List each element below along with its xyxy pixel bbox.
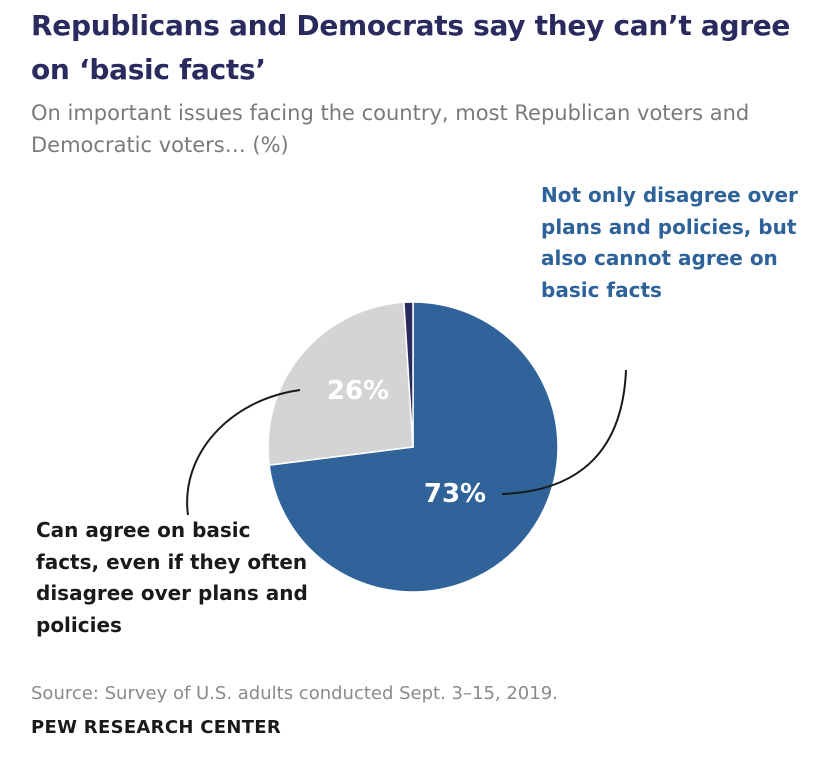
slice-value-label-73: 73% — [424, 479, 486, 509]
slice-label-can-agree: Can agree on basic facts, even if they o… — [36, 515, 316, 641]
slice-value-label-26: 26% — [327, 376, 389, 406]
slice-label-cannot-agree: Not only disagree over plans and policie… — [541, 180, 801, 306]
organization-name: PEW RESEARCH CENTER — [31, 714, 281, 742]
source-note: Source: Survey of U.S. adults conducted … — [31, 680, 558, 708]
